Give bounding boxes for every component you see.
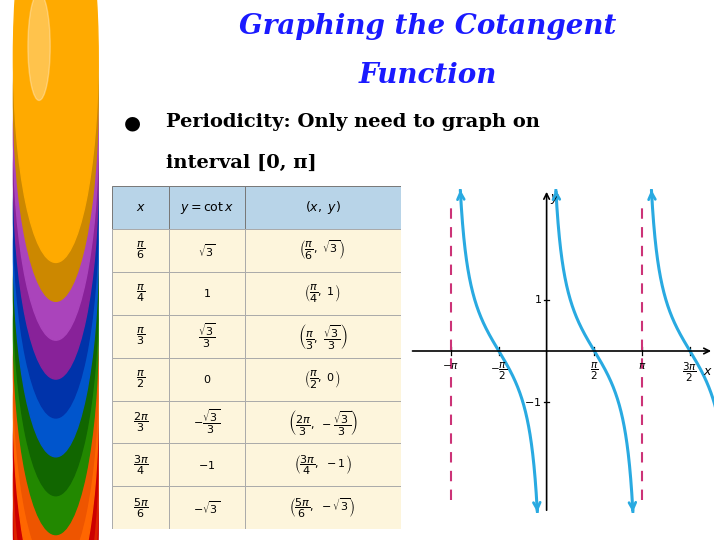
Bar — [245, 272, 400, 315]
Circle shape — [14, 280, 98, 540]
Bar — [112, 186, 169, 229]
Circle shape — [14, 8, 98, 418]
Circle shape — [28, 70, 50, 178]
Circle shape — [28, 303, 50, 411]
Text: 1: 1 — [535, 295, 542, 306]
Circle shape — [28, 109, 50, 217]
Text: $1$: $1$ — [203, 287, 211, 300]
Text: $0$: $0$ — [203, 373, 211, 385]
Text: $\left(\dfrac{2\pi}{3},\ -\dfrac{\sqrt{3}}{3}\right)$: $\left(\dfrac{2\pi}{3},\ -\dfrac{\sqrt{3… — [287, 408, 358, 436]
Circle shape — [14, 0, 98, 301]
Bar — [112, 487, 169, 529]
Text: Function: Function — [359, 62, 497, 89]
Text: interval [0, π]: interval [0, π] — [166, 154, 317, 172]
Circle shape — [14, 163, 98, 540]
Circle shape — [14, 0, 98, 379]
Text: $\dfrac{\pi}{3}$: $\dfrac{\pi}{3}$ — [136, 326, 145, 347]
Text: $\left(\dfrac{\pi}{3},\ \dfrac{\sqrt{3}}{3}\right)$: $\left(\dfrac{\pi}{3},\ \dfrac{\sqrt{3}}… — [297, 322, 348, 351]
Circle shape — [14, 0, 98, 262]
Bar — [112, 272, 169, 315]
Circle shape — [28, 381, 50, 489]
Bar — [112, 229, 169, 272]
Bar — [169, 229, 245, 272]
Circle shape — [28, 31, 50, 139]
Circle shape — [28, 148, 50, 256]
Circle shape — [28, 265, 50, 373]
Text: $\dfrac{2\pi}{3}$: $\dfrac{2\pi}{3}$ — [132, 410, 148, 434]
Circle shape — [28, 459, 50, 540]
Text: $\dfrac{3\pi}{2}$: $\dfrac{3\pi}{2}$ — [683, 361, 698, 384]
Text: $y$: $y$ — [550, 192, 560, 206]
Text: $(x,\ y)$: $(x,\ y)$ — [305, 199, 341, 216]
Text: $y = \cot x$: $y = \cot x$ — [180, 200, 234, 216]
Bar — [245, 315, 400, 357]
Text: $x$: $x$ — [703, 365, 712, 378]
Circle shape — [14, 202, 98, 540]
Bar — [169, 443, 245, 487]
Text: $\left(\dfrac{5\pi}{6},\ -\sqrt{3}\right)$: $\left(\dfrac{5\pi}{6},\ -\sqrt{3}\right… — [289, 496, 356, 519]
Circle shape — [14, 0, 98, 340]
Text: $\dfrac{5\pi}{6}$: $\dfrac{5\pi}{6}$ — [132, 496, 148, 519]
Bar — [112, 315, 169, 357]
Text: Graphing the Cotangent: Graphing the Cotangent — [239, 14, 616, 40]
Text: $-\dfrac{\pi}{2}$: $-\dfrac{\pi}{2}$ — [490, 361, 508, 382]
Text: $-\pi$: $-\pi$ — [443, 361, 459, 371]
Text: $-\dfrac{\sqrt{3}}{3}$: $-\dfrac{\sqrt{3}}{3}$ — [194, 408, 220, 436]
Text: $\left(\dfrac{3\pi}{4},\ -1\right)$: $\left(\dfrac{3\pi}{4},\ -1\right)$ — [294, 453, 351, 477]
Bar — [245, 229, 400, 272]
Bar — [112, 443, 169, 487]
Text: Periodicity: Only need to graph on: Periodicity: Only need to graph on — [166, 113, 540, 131]
Circle shape — [28, 342, 50, 450]
Circle shape — [14, 319, 98, 540]
Text: $\dfrac{\pi}{2}$: $\dfrac{\pi}{2}$ — [590, 361, 599, 382]
Bar — [112, 401, 169, 443]
Text: $\left(\dfrac{\pi}{2},\ 0\right)$: $\left(\dfrac{\pi}{2},\ 0\right)$ — [305, 368, 341, 390]
Text: $\pi$: $\pi$ — [638, 361, 647, 371]
Circle shape — [28, 226, 50, 334]
Text: $\dfrac{\pi}{6}$: $\dfrac{\pi}{6}$ — [136, 240, 145, 261]
Text: $\dfrac{\pi}{4}$: $\dfrac{\pi}{4}$ — [136, 283, 145, 304]
Text: $-1$: $-1$ — [524, 396, 541, 408]
Text: $\dfrac{\pi}{2}$: $\dfrac{\pi}{2}$ — [136, 368, 145, 390]
Text: $-1$: $-1$ — [198, 459, 215, 471]
Bar — [169, 401, 245, 443]
Bar — [169, 357, 245, 401]
Text: $-\sqrt{3}$: $-\sqrt{3}$ — [194, 500, 220, 516]
Text: $x$: $x$ — [135, 201, 145, 214]
Bar — [245, 487, 400, 529]
Text: $\dfrac{3\pi}{4}$: $\dfrac{3\pi}{4}$ — [132, 453, 148, 477]
Bar — [245, 443, 400, 487]
Circle shape — [14, 124, 98, 535]
Bar — [245, 357, 400, 401]
Circle shape — [14, 241, 98, 540]
Circle shape — [14, 46, 98, 457]
Bar — [169, 487, 245, 529]
Circle shape — [28, 0, 50, 100]
Circle shape — [28, 420, 50, 528]
Bar — [245, 186, 400, 229]
Circle shape — [14, 85, 98, 496]
Text: $\left(\dfrac{\pi}{6},\ \sqrt{3}\right)$: $\left(\dfrac{\pi}{6},\ \sqrt{3}\right)$ — [300, 239, 346, 262]
Circle shape — [28, 187, 50, 295]
Bar — [112, 357, 169, 401]
Bar — [245, 401, 400, 443]
Bar — [169, 315, 245, 357]
Text: $\left(\dfrac{\pi}{4},\ 1\right)$: $\left(\dfrac{\pi}{4},\ 1\right)$ — [305, 282, 341, 305]
Bar — [169, 186, 245, 229]
Bar — [169, 272, 245, 315]
Text: ●: ● — [124, 113, 141, 132]
Text: $\dfrac{\sqrt{3}}{3}$: $\dfrac{\sqrt{3}}{3}$ — [198, 322, 216, 350]
Text: $\sqrt{3}$: $\sqrt{3}$ — [198, 242, 216, 259]
